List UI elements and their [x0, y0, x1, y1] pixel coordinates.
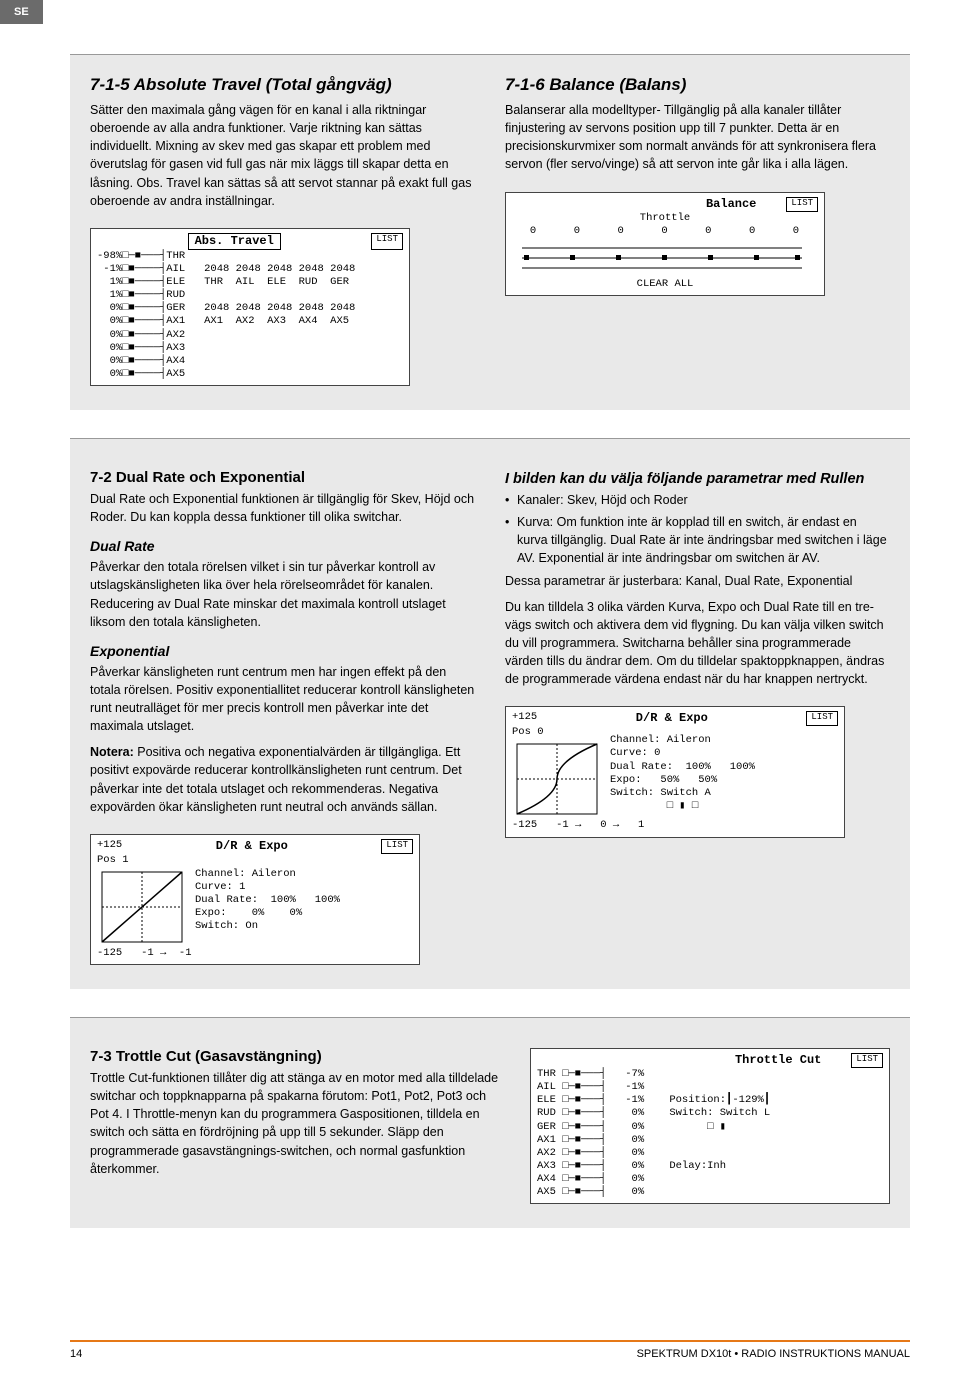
switch-icons: □ ▮ □: [610, 800, 755, 813]
lcd-bottom: -125 -1 → -1: [97, 947, 413, 960]
text-params-1: Dessa parametrar är justerbara: Kanal, D…: [505, 572, 890, 590]
text-dualrate: Påverkar den totala rörelsen vilket i si…: [90, 558, 475, 631]
lcd-row: 0%□■────┤AX1 AX1 AX2 AX3 AX4 AX5: [97, 315, 403, 328]
text-73: Trottle Cut-funktionen tillåter dig att …: [90, 1069, 505, 1178]
text-72-intro: Dual Rate och Exponential funktionen är …: [90, 490, 475, 526]
lcd-row: 0%□■────┤AX5: [97, 368, 403, 381]
text-exponential-1: Påverkar känsligheten runt centrum men h…: [90, 663, 475, 736]
lcd-title: D/R & Expo: [216, 839, 288, 854]
pos-label: Pos 1: [97, 854, 187, 867]
lcd-row: GER □─■───┤ 0% □ ▮: [537, 1121, 883, 1134]
list-button: LIST: [371, 233, 403, 250]
channel-row: Channel: Aileron: [195, 868, 340, 881]
lcd-throttle-cut: Throttle Cut LIST THR □─■───┤ -7%AIL □─■…: [530, 1048, 890, 1204]
lcd-row: -98%□─■───┤THR: [97, 250, 403, 263]
lcd-row: AX3 □─■───┤ 0% Delay:Inh: [537, 1160, 883, 1173]
lcd-dr-expo-2: +125 D/R & Expo LIST Pos 0: [505, 706, 845, 837]
text-715: Sätter den maximala gång vägen för en ka…: [90, 101, 475, 210]
dr-row: Dual Rate: 100% 100%: [195, 894, 340, 907]
footer-title: SPEKTRUM DX10t • RADIO INSTRUKTIONS MANU…: [637, 1348, 910, 1360]
text-716: Balanserar alla modelltyper- Tillgänglig…: [505, 101, 890, 174]
heading-exponential: Exponential: [90, 643, 475, 659]
text-exponential-2: Notera: Positiva och negativa exponentia…: [90, 743, 475, 816]
page-number: 14: [70, 1348, 82, 1360]
lcd-abs-travel: Abs. Travel LIST -98%□─■───┤THR -1%□■───…: [90, 228, 410, 386]
lcd-row: AX5 □─■───┤ 0%: [537, 1186, 883, 1199]
heading-72: 7-2 Dual Rate och Exponential: [90, 469, 475, 486]
lcd-title: D/R & Expo: [636, 711, 708, 726]
param-list: Kanaler: Skev, Höjd och Roder Kurva: Om …: [505, 491, 890, 568]
list-item: Kanaler: Skev, Höjd och Roder: [505, 491, 890, 509]
balance-values: 0 0 0 0 0 0 0: [512, 225, 818, 238]
heading-715: 7-1-5 Absolute Travel (Total gångväg): [90, 75, 475, 95]
section-7-2: 7-2 Dual Rate och Exponential Dual Rate …: [70, 438, 910, 989]
country-tag: SE: [0, 0, 43, 24]
lcd-row: 0%□■────┤AX2: [97, 329, 403, 342]
dr-row: Dual Rate: 100% 100%: [610, 761, 755, 774]
list-button: LIST: [806, 711, 838, 726]
list-button: LIST: [381, 839, 413, 854]
lcd-row: RUD □─■───┤ 0% Switch: Switch L: [537, 1107, 883, 1120]
lcd-dr-expo-1: +125 D/R & Expo LIST Pos 1: [90, 834, 420, 965]
lcd-top: +125: [97, 839, 122, 854]
lcd-top: +125: [512, 711, 537, 726]
section-7-3: 7-3 Trottle Cut (Gasavstängning) Trottle…: [70, 1017, 910, 1228]
lcd-row: 0%□■────┤AX3: [97, 342, 403, 355]
curve-graph-icon: [512, 739, 602, 819]
list-button: LIST: [786, 197, 818, 212]
lcd-balance: Balance LIST Throttle 0 0 0 0 0 0 0: [505, 192, 825, 296]
lcd-row: 0%□■────┤AX4: [97, 355, 403, 368]
clear-all-label: CLEAR ALL: [512, 278, 818, 291]
list-item: Kurva: Om funktion inte är kopplad till …: [505, 513, 890, 567]
section-7-1-5-6: 7-1-5 Absolute Travel (Total gångväg) Sä…: [70, 54, 910, 410]
pos-label: Pos 0: [512, 726, 602, 739]
lcd-row: 1%□■────┤RUD: [97, 289, 403, 302]
channel-row: Channel: Aileron: [610, 734, 755, 747]
lcd-row: AX1 □─■───┤ 0%: [537, 1134, 883, 1147]
list-button: LIST: [851, 1053, 883, 1068]
text-params-2: Du kan tilldela 3 olika värden Kurva, Ex…: [505, 598, 890, 689]
lcd-row: AX4 □─■───┤ 0%: [537, 1173, 883, 1186]
lcd-row: -1%□■────┤AIL 2048 2048 2048 2048 2048: [97, 263, 403, 276]
lcd-row: 0%□■────┤GER 2048 2048 2048 2048 2048: [97, 302, 403, 315]
lcd-row: 1%□■────┤ELE THR AIL ELE RUD GER: [97, 276, 403, 289]
switch-row: Switch: On: [195, 920, 340, 933]
lcd-title: Balance: [706, 197, 756, 212]
page-footer: 14 SPEKTRUM DX10t • RADIO INSTRUKTIONS M…: [0, 1340, 960, 1360]
lcd-bottom: -125 -1 → 0 → 1: [512, 819, 838, 832]
lcd-subtitle: Throttle: [512, 212, 818, 225]
lcd-row: AX2 □─■───┤ 0%: [537, 1147, 883, 1160]
heading-params: I bilden kan du välja följande parametra…: [505, 471, 890, 487]
expo-row: Expo: 50% 50%: [610, 774, 755, 787]
lcd-title: Abs. Travel: [188, 233, 281, 250]
lcd-row: THR □─■───┤ -7%: [537, 1068, 883, 1081]
balance-curve-icon: [512, 238, 812, 278]
heading-73: 7-3 Trottle Cut (Gasavstängning): [90, 1048, 505, 1065]
lcd-row: ELE □─■───┤ -1% Position:┃-129%┃: [537, 1094, 883, 1107]
switch-row: Switch: Switch A: [610, 787, 755, 800]
heading-dualrate: Dual Rate: [90, 538, 475, 554]
notera-text: Positiva och negativa exponentialvärden …: [90, 745, 462, 813]
lcd-title: Throttle Cut: [735, 1053, 821, 1068]
curve-graph-icon: [97, 867, 187, 947]
lcd-row: AIL □─■───┤ -1%: [537, 1081, 883, 1094]
notera-label: Notera:: [90, 745, 134, 759]
curve-row: Curve: 0: [610, 747, 755, 760]
curve-row: Curve: 1: [195, 881, 340, 894]
expo-row: Expo: 0% 0%: [195, 907, 340, 920]
heading-716: 7-1-6 Balance (Balans): [505, 75, 890, 95]
